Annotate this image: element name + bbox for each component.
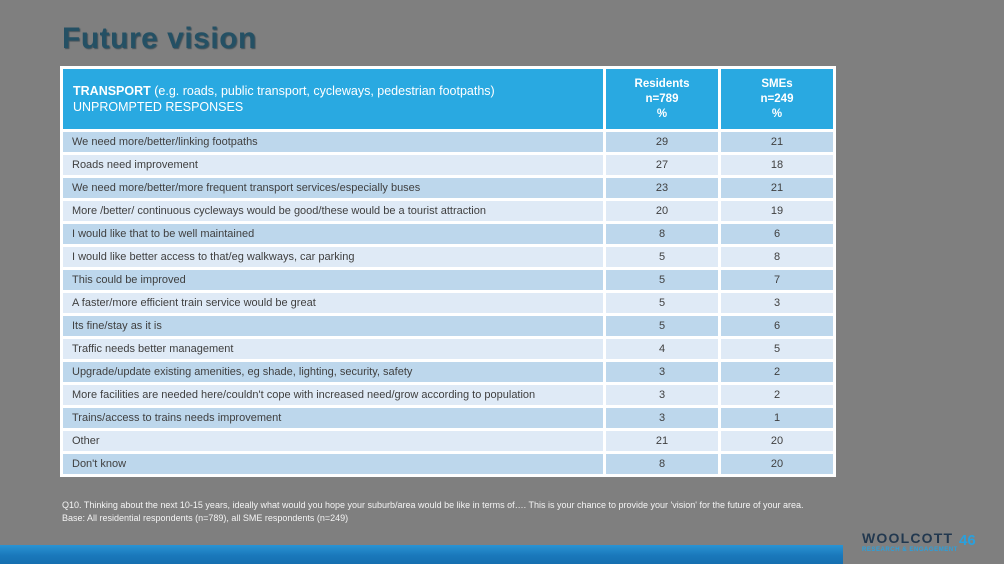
table-row: A faster/more efficient train service wo… xyxy=(63,293,833,313)
table-header: TRANSPORT (e.g. roads, public transport,… xyxy=(63,69,833,129)
header-smes-n: n=249 xyxy=(760,92,794,105)
response-label: More /better/ continuous cycleways would… xyxy=(63,201,603,221)
response-label: Its fine/stay as it is xyxy=(63,316,603,336)
header-smes-label: SMEs xyxy=(761,77,793,90)
residents-value: 8 xyxy=(606,224,718,244)
residents-value: 23 xyxy=(606,178,718,198)
residents-value: 5 xyxy=(606,247,718,267)
response-label: Upgrade/update existing amenities, eg sh… xyxy=(63,362,603,382)
header-transport-bold: TRANSPORT xyxy=(73,84,151,98)
footnote: Q10. Thinking about the next 10-15 years… xyxy=(62,500,862,525)
table-row: Don't know 8 20 xyxy=(63,454,833,474)
table-body: We need more/better/linking footpaths 29… xyxy=(63,132,833,474)
smes-value: 1 xyxy=(721,408,833,428)
table-row: Traffic needs better management 4 5 xyxy=(63,339,833,359)
smes-value: 21 xyxy=(721,178,833,198)
residents-value: 5 xyxy=(606,293,718,313)
footnote-question: Q10. Thinking about the next 10-15 years… xyxy=(62,500,804,510)
response-label: This could be improved xyxy=(63,270,603,290)
smes-value: 18 xyxy=(721,155,833,175)
table-row: I would like better access to that/eg wa… xyxy=(63,247,833,267)
header-smes: SMEs n=249 % xyxy=(721,69,833,129)
header-residents-pct: % xyxy=(656,107,668,120)
response-label: Trains/access to trains needs improvemen… xyxy=(63,408,603,428)
page-title: Future vision xyxy=(62,22,257,55)
smes-value: 7 xyxy=(721,270,833,290)
residents-value: 3 xyxy=(606,408,718,428)
response-label: Traffic needs better management xyxy=(63,339,603,359)
table-row: Roads need improvement 27 18 xyxy=(63,155,833,175)
residents-value: 3 xyxy=(606,362,718,382)
table-row: This could be improved 5 7 xyxy=(63,270,833,290)
header-residents-label: Residents xyxy=(634,77,690,90)
smes-value: 8 xyxy=(721,247,833,267)
residents-value: 5 xyxy=(606,270,718,290)
table-row: Upgrade/update existing amenities, eg sh… xyxy=(63,362,833,382)
response-label: A faster/more efficient train service wo… xyxy=(63,293,603,313)
bottom-accent-bar xyxy=(0,545,843,564)
survey-results-table: TRANSPORT (e.g. roads, public transport,… xyxy=(60,66,836,477)
logo-subtitle: RESEARCH & ENGAGEMENT xyxy=(862,547,958,553)
table-row: Other 21 20 xyxy=(63,431,833,451)
table-row: More facilities are needed here/couldn't… xyxy=(63,385,833,405)
residents-value: 8 xyxy=(606,454,718,474)
header-residents: Residents n=789 % xyxy=(606,69,718,129)
response-label: We need more/better/more frequent transp… xyxy=(63,178,603,198)
smes-value: 19 xyxy=(721,201,833,221)
smes-value: 3 xyxy=(721,293,833,313)
table-row: I would like that to be well maintained … xyxy=(63,224,833,244)
response-label: More facilities are needed here/couldn't… xyxy=(63,385,603,405)
header-residents-n: n=789 xyxy=(645,92,679,105)
residents-value: 4 xyxy=(606,339,718,359)
header-unprompted: UNPROMPTED RESPONSES xyxy=(73,100,244,114)
smes-value: 2 xyxy=(721,362,833,382)
header-transport: TRANSPORT (e.g. roads, public transport,… xyxy=(63,69,603,129)
smes-value: 20 xyxy=(721,431,833,451)
logo-name: WOOLCOTT xyxy=(862,530,954,546)
page-number: 46 xyxy=(959,532,976,549)
residents-value: 20 xyxy=(606,201,718,221)
response-label: We need more/better/linking footpaths xyxy=(63,132,603,152)
residents-value: 27 xyxy=(606,155,718,175)
header-smes-pct: % xyxy=(771,107,783,120)
table-row: Its fine/stay as it is 5 6 xyxy=(63,316,833,336)
smes-value: 5 xyxy=(721,339,833,359)
residents-value: 29 xyxy=(606,132,718,152)
company-logo: WOOLCOTT RESEARCH & ENGAGEMENT xyxy=(862,531,958,554)
residents-value: 5 xyxy=(606,316,718,336)
response-label: I would like better access to that/eg wa… xyxy=(63,247,603,267)
response-label: I would like that to be well maintained xyxy=(63,224,603,244)
smes-value: 21 xyxy=(721,132,833,152)
smes-value: 20 xyxy=(721,454,833,474)
response-label: Roads need improvement xyxy=(63,155,603,175)
response-label: Don't know xyxy=(63,454,603,474)
smes-value: 6 xyxy=(721,224,833,244)
residents-value: 21 xyxy=(606,431,718,451)
residents-value: 3 xyxy=(606,385,718,405)
table-row: We need more/better/linking footpaths 29… xyxy=(63,132,833,152)
table-row: We need more/better/more frequent transp… xyxy=(63,178,833,198)
table-row: Trains/access to trains needs improvemen… xyxy=(63,408,833,428)
header-transport-rest: (e.g. roads, public transport, cycleways… xyxy=(150,84,495,98)
table-header-row: TRANSPORT (e.g. roads, public transport,… xyxy=(63,69,833,129)
footnote-base: Base: All residential respondents (n=789… xyxy=(62,512,349,523)
smes-value: 6 xyxy=(721,316,833,336)
response-label: Other xyxy=(63,431,603,451)
smes-value: 2 xyxy=(721,385,833,405)
table-row: More /better/ continuous cycleways would… xyxy=(63,201,833,221)
